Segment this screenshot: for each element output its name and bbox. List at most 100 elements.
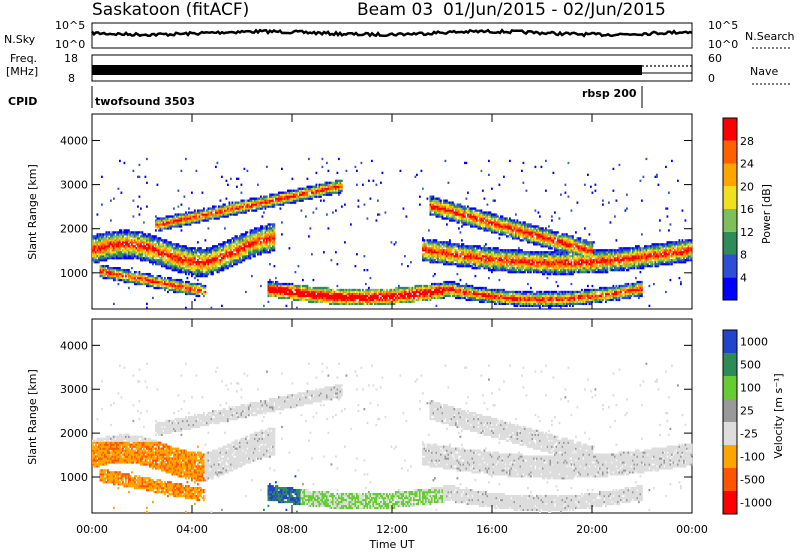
power-cell xyxy=(117,251,120,254)
power-cell xyxy=(183,245,186,248)
freq-tick-bottom: 8 xyxy=(68,72,75,85)
power-cell xyxy=(143,241,145,244)
power-cell xyxy=(95,243,97,246)
power-cell xyxy=(122,245,124,248)
power-cell xyxy=(135,278,138,282)
power-cell xyxy=(107,233,109,236)
power-cell xyxy=(143,282,145,286)
power-cell xyxy=(122,276,124,280)
power-cell xyxy=(149,243,151,246)
power-cell xyxy=(102,251,105,254)
power-cell xyxy=(188,272,190,276)
power-cell xyxy=(152,259,154,262)
power-cell xyxy=(162,265,165,268)
power-cell xyxy=(281,233,283,236)
power-cell xyxy=(437,257,439,260)
power-cell xyxy=(171,268,174,272)
power-cell xyxy=(164,263,166,266)
power-cell xyxy=(183,249,186,252)
power-cell xyxy=(191,255,193,258)
power-cell xyxy=(179,253,181,256)
power-cell xyxy=(167,263,169,266)
power-cell xyxy=(156,276,159,280)
power-cell xyxy=(186,223,189,226)
power-cell xyxy=(158,280,160,284)
power-cell xyxy=(207,270,210,274)
power-cell xyxy=(176,267,178,270)
power-cell xyxy=(173,288,175,292)
power-cell xyxy=(173,267,175,270)
power-cell xyxy=(117,276,120,280)
power-cell xyxy=(165,217,168,220)
power-cell xyxy=(267,300,270,304)
power-cell xyxy=(119,233,121,236)
power-cell xyxy=(426,197,429,200)
power-cell xyxy=(200,263,202,266)
power-cell xyxy=(156,282,159,286)
power-cell xyxy=(321,165,324,169)
power-cell xyxy=(209,213,211,216)
power-cell xyxy=(155,263,157,266)
power-cell xyxy=(177,205,180,208)
nave-tick-top: 60 xyxy=(708,52,722,65)
power-cell xyxy=(143,239,145,242)
power-cell xyxy=(186,268,189,272)
power-cell xyxy=(263,211,265,214)
power-cell xyxy=(176,213,178,216)
power-cell xyxy=(159,219,162,222)
power-cell xyxy=(108,231,111,234)
power-cell xyxy=(206,251,208,254)
power-cell xyxy=(189,261,192,264)
power-cell xyxy=(194,219,196,222)
power-cell xyxy=(161,245,163,248)
power-cell xyxy=(144,235,147,238)
power-cell xyxy=(269,251,271,254)
power-cell xyxy=(99,268,102,272)
power-cell xyxy=(129,270,132,274)
power-cell xyxy=(273,235,276,238)
power-cell xyxy=(119,272,121,276)
power-cell xyxy=(162,251,165,254)
power-cell xyxy=(179,265,181,268)
power-cell xyxy=(191,274,193,278)
power-cell xyxy=(335,251,337,254)
power-cell xyxy=(165,282,168,286)
power-cell xyxy=(186,286,189,290)
power-cell xyxy=(197,249,199,252)
power-cell xyxy=(147,243,150,246)
power-cell xyxy=(147,257,150,260)
power-cell xyxy=(113,247,115,250)
power-cell xyxy=(134,272,136,276)
power-cell xyxy=(138,257,141,260)
power-cell xyxy=(96,247,99,250)
power-cell xyxy=(183,251,186,254)
power-cell xyxy=(116,274,118,278)
power-cell xyxy=(476,217,478,220)
power-cell xyxy=(138,253,141,256)
power-cell xyxy=(105,231,108,234)
power-cell xyxy=(198,213,201,216)
power-cell xyxy=(102,253,105,256)
power-cell xyxy=(344,203,346,206)
power-cell xyxy=(203,286,205,290)
power-cell xyxy=(177,259,180,262)
power-cell xyxy=(156,239,159,242)
power-cell xyxy=(189,263,192,266)
power-cell xyxy=(309,227,312,230)
power-cell xyxy=(272,197,274,200)
power-cell xyxy=(99,237,102,240)
power-cell xyxy=(161,217,163,220)
power-cell xyxy=(131,243,133,246)
power-cell xyxy=(170,265,172,268)
power-cell xyxy=(105,241,108,244)
power-cell xyxy=(200,247,202,250)
power-cell xyxy=(456,251,459,254)
power-cell xyxy=(182,263,184,266)
power-cell xyxy=(155,219,157,222)
power-cell xyxy=(189,215,192,218)
power-cell xyxy=(423,239,426,242)
power-cell xyxy=(144,241,147,244)
power-cell xyxy=(429,211,432,214)
power-cell xyxy=(159,237,162,240)
power-cell xyxy=(134,231,136,234)
